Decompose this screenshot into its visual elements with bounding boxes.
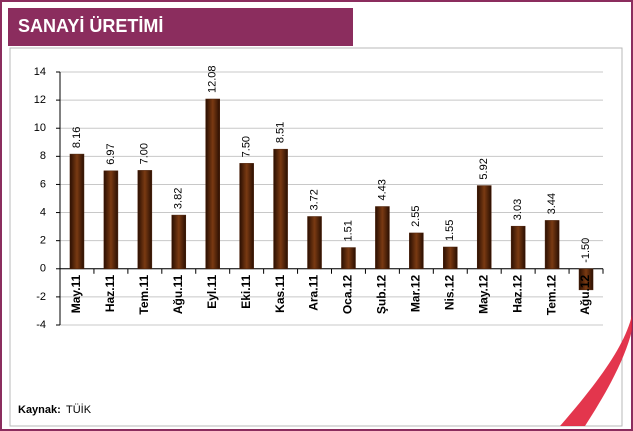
- x-tick-label: Tem.11: [137, 274, 151, 314]
- value-label: 5.92: [478, 158, 490, 179]
- x-tick-label: Tem.12: [544, 274, 558, 315]
- value-label: 6.97: [105, 143, 117, 164]
- y-tick-label: 2: [40, 235, 46, 247]
- bar: [274, 149, 288, 269]
- value-label: 1.55: [444, 220, 456, 241]
- x-tick-label: Haz.11: [103, 274, 117, 312]
- x-tick-label: Ara.11: [307, 274, 321, 310]
- value-label: 3.82: [173, 188, 185, 209]
- y-tick-label: 10: [34, 122, 46, 134]
- bar: [511, 226, 525, 269]
- y-tick-label: 0: [40, 263, 46, 275]
- y-tick-label: 8: [40, 150, 46, 162]
- x-tick-label: Eki.11: [239, 274, 253, 308]
- x-tick-label: Nis.12: [442, 274, 456, 310]
- bar: [104, 171, 118, 269]
- bar: [70, 154, 84, 269]
- y-tick-label: -4: [36, 319, 46, 331]
- value-label: 3.44: [546, 193, 558, 214]
- chart: SANAYİ ÜRETİMİ Kaynak: TÜİK -4 -2 0 2 4 6 8 10 1…: [0, 0, 633, 431]
- chart-title: SANAYİ ÜRETİMİ: [18, 16, 163, 36]
- bar: [341, 248, 355, 269]
- bar: [477, 186, 491, 269]
- x-tick-label: May.12: [476, 274, 490, 313]
- value-label: 8.16: [71, 127, 83, 148]
- x-tick-label: Ağu.12: [578, 274, 592, 314]
- value-label: 3.72: [308, 189, 320, 210]
- bar: [545, 220, 559, 268]
- y-tick-label: 14: [34, 66, 46, 78]
- bar: [240, 163, 254, 268]
- x-tick-label: May.11: [69, 274, 83, 313]
- source-label: Kaynak:: [18, 404, 61, 416]
- value-label: 8.51: [275, 122, 287, 143]
- bar: [206, 99, 220, 269]
- source: TÜİK: [66, 403, 92, 416]
- bar: [308, 216, 322, 268]
- y-tick-label: 6: [40, 178, 46, 190]
- bar: [138, 170, 152, 268]
- value-label: 4.43: [376, 179, 388, 200]
- value-label: 7.50: [241, 136, 253, 157]
- bar: [375, 207, 389, 269]
- x-tick-label: Haz.12: [510, 274, 524, 312]
- value-label: 2.55: [410, 206, 422, 227]
- x-tick-label: Oca.12: [341, 274, 355, 314]
- x-tick-label: Ağu.11: [171, 274, 185, 314]
- x-tick-label: Şub.12: [375, 274, 389, 314]
- value-label: 7.00: [139, 143, 151, 164]
- value-label: 1.51: [342, 220, 354, 241]
- value-label: 3.03: [512, 199, 524, 220]
- x-tick-label: Mar.12: [409, 274, 423, 312]
- y-tick-label: 12: [34, 94, 46, 106]
- value-label: 12.08: [207, 65, 219, 93]
- x-tick-label: Kas.11: [273, 274, 287, 312]
- bar: [443, 247, 457, 269]
- x-tick-label: Eyl.11: [205, 274, 219, 308]
- bar: [409, 233, 423, 269]
- bar: [172, 215, 186, 269]
- y-tick-label: -2: [36, 291, 46, 303]
- value-label: -1.50: [580, 238, 592, 263]
- y-tick-label: 4: [40, 206, 46, 218]
